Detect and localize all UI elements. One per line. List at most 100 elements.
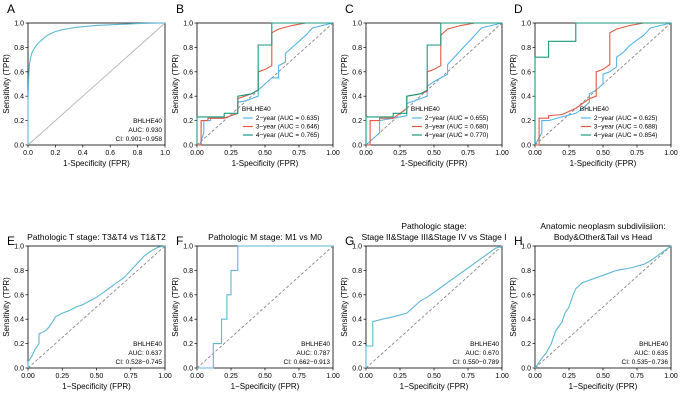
panel-label: H <box>514 234 523 248</box>
x-tick-label: 0.00 <box>190 373 204 380</box>
x-axis-label: 1−Specificity (FPR) <box>62 382 131 391</box>
panel-label: E <box>7 234 15 248</box>
legend-entry: 3−year (AUC = 0.646) <box>256 124 320 131</box>
y-tick-label: 0.8 <box>183 45 193 52</box>
roc-curve-3 <box>196 22 333 145</box>
panel-label: D <box>514 2 523 16</box>
x-tick-label: 0.00 <box>528 150 542 157</box>
x-axis-label: 1-Specificity (FPR) <box>232 159 299 168</box>
auc-annotation: AUC: 0.670 <box>465 350 499 357</box>
legend-title: BHLHE40 <box>411 106 440 113</box>
panel-E: E Pathologic T stage: T3&T4 vs T1&T20.00 0… <box>2 232 172 391</box>
y-tick-label: 1.0 <box>183 21 193 28</box>
y-tick-label: 0.2 <box>352 341 362 348</box>
y-tick-label: 0.0 <box>14 366 24 373</box>
y-tick-label: 0.8 <box>14 268 24 275</box>
roc-curve-3 <box>534 22 671 145</box>
panel-title: Pathologic stage: <box>401 221 466 231</box>
y-axis-label: Sensitivity (TPR) <box>2 54 11 114</box>
x-tick-label: 1.00 <box>664 150 678 157</box>
reference-diagonal <box>365 22 503 146</box>
x-tick-label: 0.75 <box>630 150 644 157</box>
roc-curve-2 <box>535 22 671 146</box>
y-tick-label: 0.4 <box>521 317 531 324</box>
x-axis-label: 1-Specificity (FPR) <box>63 159 130 168</box>
panel-label: F <box>176 234 183 248</box>
auc-annotation: BHLHE40 <box>301 341 330 348</box>
x-tick-label: 0.00 <box>359 150 373 157</box>
y-axis-label: Sensitivity (TPR) <box>340 54 349 114</box>
auc-annotation: AUC: 0.637 <box>128 350 162 357</box>
panel-D: D 0.00 0.25 0.50 0.75 1.00 0.0 0.2 0.4 0.6 0.8 1.0 1… <box>509 2 678 168</box>
x-tick-label: 0.25 <box>562 373 576 380</box>
y-tick-label: 0.0 <box>14 143 24 150</box>
y-tick-label: 1.0 <box>352 244 362 251</box>
legend-entry: 3−year (AUC = 0.680) <box>425 124 489 131</box>
roc-curve-3 <box>365 22 502 145</box>
y-tick-label: 0.8 <box>14 45 24 52</box>
y-tick-label: 0.0 <box>521 143 531 150</box>
x-tick-label: 1.00 <box>326 373 340 380</box>
legend-title: BHLHE40 <box>242 106 271 113</box>
y-tick-label: 0.6 <box>352 69 362 76</box>
panel-G: G Pathologic stage:Stage II&Stage III&Sta… <box>340 221 509 391</box>
panel-F: F Pathologic M stage: M1 vs M0 0.00 0.25 0.5… <box>171 232 340 391</box>
y-tick-label: 0.2 <box>183 341 193 348</box>
x-tick-label: 0.25 <box>224 150 238 157</box>
y-tick-label: 0.6 <box>352 292 362 299</box>
x-axis-label: 1-Specificity (FPR) <box>401 159 468 168</box>
x-tick-label: 0.75 <box>292 373 306 380</box>
x-tick-label: 0.0 <box>23 150 33 157</box>
x-tick-label: 0.00 <box>21 373 35 380</box>
panel-title: Pathologic M stage: M1 vs M0 <box>208 232 322 242</box>
y-tick-label: 0.4 <box>14 317 24 324</box>
panel-label: B <box>176 2 184 16</box>
panel-H: H Anatomic neoplasm subdiviisiion:Body&Ot… <box>509 221 678 391</box>
auc-annotation: CI: 0.535−0.736 <box>622 359 669 366</box>
y-tick-label: 0.4 <box>14 94 24 101</box>
y-tick-label: 0.0 <box>352 366 362 373</box>
x-tick-label: 0.25 <box>55 373 69 380</box>
legend-entry: 2−year (AUC = 0.625) <box>594 115 658 122</box>
auc-annotation: BHLHE40 <box>133 341 162 348</box>
x-axis-label: 1−Specificity (FPR) <box>400 382 469 391</box>
y-tick-label: 0.8 <box>521 268 531 275</box>
roc-curve-1 <box>27 245 166 368</box>
roc-curve-1 <box>534 245 672 369</box>
x-tick-label: 0.25 <box>224 373 238 380</box>
panel-label: A <box>7 2 15 16</box>
legend-entry: 2−year (AUC = 0.635) <box>256 115 320 122</box>
x-tick-label: 0.50 <box>427 150 441 157</box>
x-axis-label: 1−Specificity (FPR) <box>231 382 300 391</box>
x-tick-label: 1.00 <box>495 150 509 157</box>
x-axis-label: 1−Specificity (FPR) <box>569 382 638 391</box>
y-axis-label: Sensitivity (TPR) <box>171 54 180 114</box>
y-tick-label: 1.0 <box>352 21 362 28</box>
x-tick-label: 0.50 <box>258 373 272 380</box>
x-tick-label: 0.25 <box>393 150 407 157</box>
x-tick-label: 0.4 <box>78 150 88 157</box>
auc-annotation: BHLHE40 <box>470 341 499 348</box>
y-tick-label: 0.2 <box>14 118 24 125</box>
y-tick-label: 1.0 <box>521 21 531 28</box>
auc-annotation: CI: 0.901−0.958 <box>116 136 163 143</box>
x-tick-label: 1.00 <box>664 373 678 380</box>
y-tick-label: 0.2 <box>14 341 24 348</box>
x-tick-label: 0.50 <box>427 373 441 380</box>
panel-A: A 0.0 0.2 0.4 0.6 0.8 1.0 0.0 0.2 0.4 0.6 0.8 1.0 1-S… <box>2 2 170 168</box>
x-tick-label: 0.8 <box>133 150 143 157</box>
auc-annotation: CI: 0.550−0.789 <box>453 359 500 366</box>
legend-title: BHLHE40 <box>580 106 609 113</box>
y-tick-label: 0.4 <box>352 94 362 101</box>
panel-B: B 0.00 0.25 0.50 0.75 1.00 0.0 0.2 0.4 0.6 0.8 1.0 1… <box>171 2 340 168</box>
y-tick-label: 0.6 <box>14 69 24 76</box>
y-tick-label: 0.2 <box>183 118 193 125</box>
y-tick-label: 1.0 <box>183 244 193 251</box>
y-tick-label: 1.0 <box>521 244 531 251</box>
y-tick-label: 1.0 <box>14 244 24 251</box>
auc-annotation: BHLHE40 <box>639 341 668 348</box>
y-axis-label: Sensitivity (TPR) <box>509 277 518 337</box>
y-tick-label: 0.6 <box>14 292 24 299</box>
y-tick-label: 0.0 <box>521 366 531 373</box>
